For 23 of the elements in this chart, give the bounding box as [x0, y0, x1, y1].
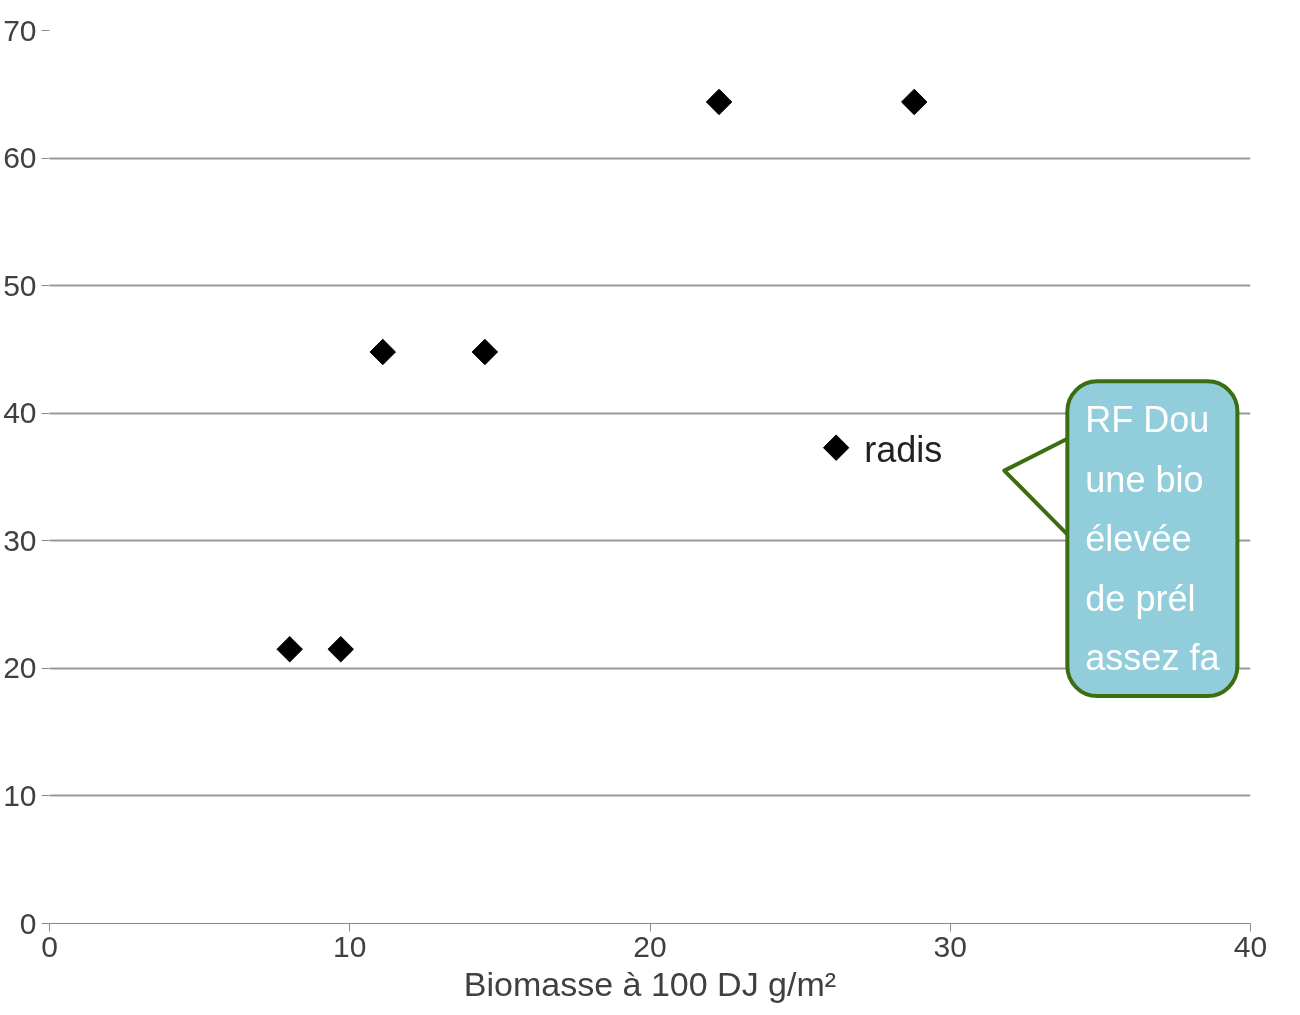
x-tick-label: 40 [1233, 929, 1268, 963]
y-tick-label: 60 [3, 141, 37, 175]
y-tick-label: 20 [3, 651, 37, 685]
point [369, 338, 397, 366]
point [822, 434, 850, 461]
x-tick-label: 30 [933, 929, 967, 963]
y-tick-label: 0 [19, 906, 37, 940]
y-tick-label: 70 [3, 13, 37, 47]
y-tick-label: 10 [3, 778, 37, 812]
point [471, 338, 499, 366]
annotation: radis [864, 428, 943, 470]
point [327, 635, 354, 663]
y-tick-label: 40 [3, 396, 37, 430]
point [276, 635, 303, 663]
point [900, 88, 928, 116]
x-tick-label: 20 [633, 929, 667, 963]
annotation: RF Dou une bio élevée de prél assez fa [1085, 399, 1221, 679]
y-tick-label: 30 [3, 523, 37, 557]
x-tick-label: 10 [333, 929, 367, 963]
y-tick-label: 50 [3, 268, 37, 302]
x-tick-label: 0 [41, 929, 58, 963]
x-axis-title: Biomasse à 100 DJ g/m² [463, 964, 837, 1003]
point [705, 88, 733, 116]
